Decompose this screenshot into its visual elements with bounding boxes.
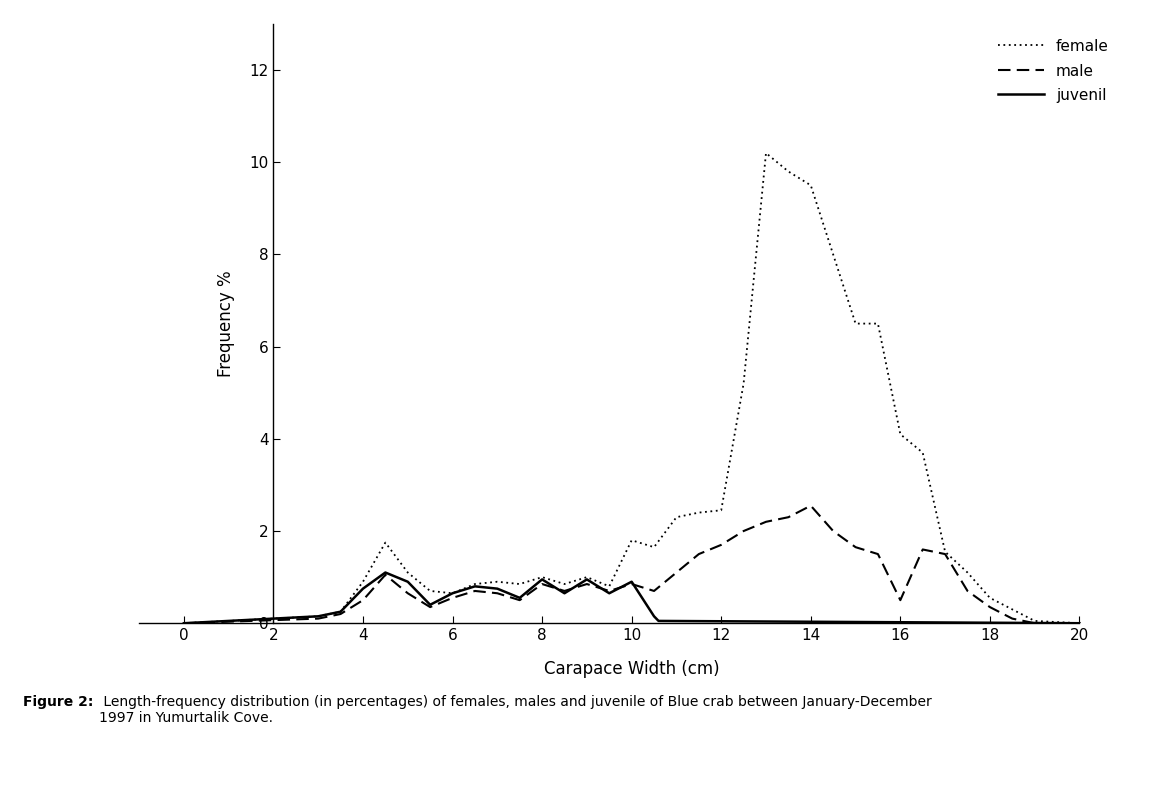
Text: Figure 2:: Figure 2: — [23, 695, 94, 710]
Y-axis label: Frequency %: Frequency % — [218, 270, 235, 377]
Legend: female, male, juvenil: female, male, juvenil — [991, 32, 1116, 110]
Text: Length-frequency distribution (in percentages) of females, males and juvenile of: Length-frequency distribution (in percen… — [99, 695, 932, 725]
X-axis label: Carapace Width (cm): Carapace Width (cm) — [544, 660, 720, 678]
